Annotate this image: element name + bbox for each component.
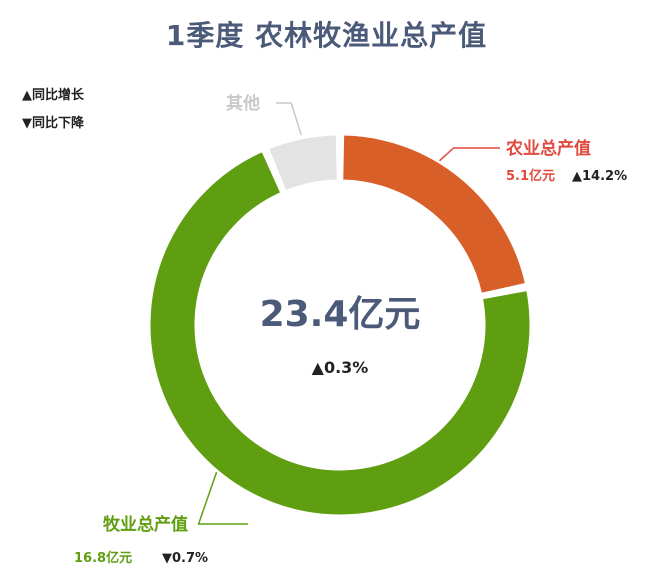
slice-label-agriculture: 农业总产值	[505, 138, 591, 159]
slice-other	[268, 134, 338, 192]
slice-agriculture	[342, 134, 526, 294]
chart-title: 1季度 农林牧渔业总产值	[165, 19, 488, 52]
legend-up: ▲同比增长	[22, 88, 84, 103]
leader-livestock	[197, 471, 248, 525]
legend-down: ▼同比下降	[22, 116, 84, 131]
slice-change-agriculture: ▲14.2%	[572, 169, 627, 184]
slice-value-agriculture: 5.1亿元	[506, 168, 555, 184]
leader-other	[276, 102, 302, 136]
center-change-label: ▲0.3%	[312, 358, 369, 377]
slice-label-other: 其他	[226, 93, 260, 114]
slice-label-livestock: 牧业总产值	[103, 514, 188, 535]
leader-agriculture	[439, 147, 500, 162]
center-total-label: 23.4亿元	[260, 294, 421, 335]
slice-change-livestock: ▼0.7%	[162, 551, 208, 566]
slice-livestock	[149, 151, 531, 516]
slice-value-livestock: 16.8亿元	[74, 550, 132, 566]
